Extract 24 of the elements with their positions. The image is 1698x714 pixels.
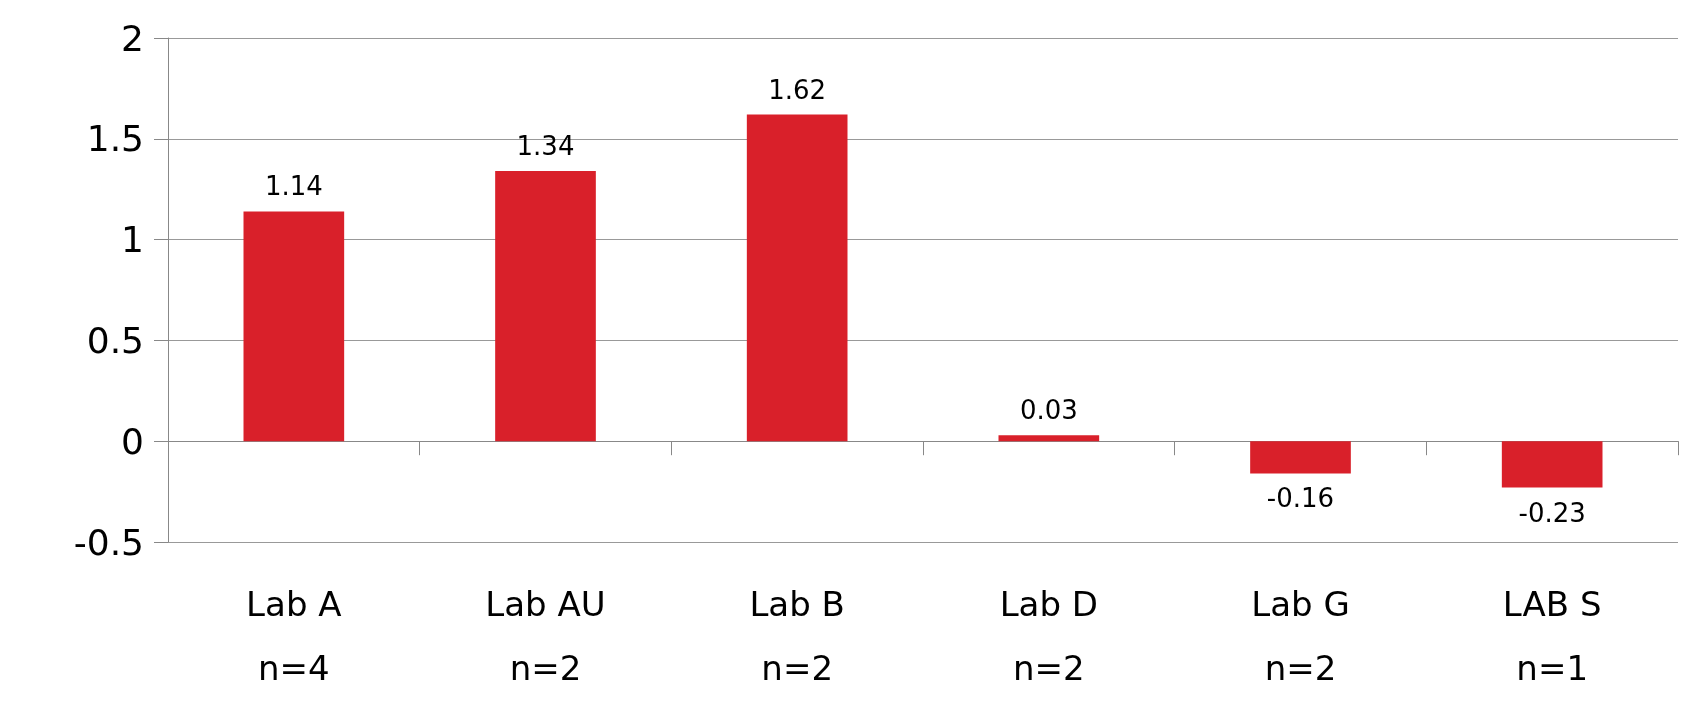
data-label: -0.23: [1518, 497, 1586, 528]
bar: [746, 114, 848, 442]
x-tick-label: Lab G n=2: [1251, 584, 1350, 688]
bar: [998, 435, 1100, 442]
bar: [495, 171, 596, 442]
data-label: 0.03: [1019, 395, 1078, 426]
bar: [1501, 441, 1603, 488]
x-tick-label: Lab B n=2: [749, 584, 845, 688]
y-tick-label: 2: [121, 17, 144, 59]
y-tick-label: -0.5: [73, 521, 144, 563]
x-tick-label: Lab AU n=2: [485, 584, 606, 688]
x-tick-label: LAB S n=1: [1502, 584, 1602, 688]
y-tick-label: 1.5: [86, 118, 144, 160]
bar: [1250, 441, 1351, 474]
data-label: 1.14: [264, 171, 323, 202]
x-tick-label: Lab A n=4: [246, 584, 342, 688]
bar: [243, 211, 345, 442]
x-tick-label: Lab D n=2: [999, 584, 1099, 688]
data-label: 1.34: [516, 131, 575, 162]
data-label: -0.16: [1266, 483, 1335, 514]
y-tick-label: 0.5: [86, 319, 144, 361]
y-tick-label: 1: [121, 219, 144, 261]
data-label: 1.62: [768, 74, 827, 105]
y-tick-label: 0: [121, 420, 144, 462]
